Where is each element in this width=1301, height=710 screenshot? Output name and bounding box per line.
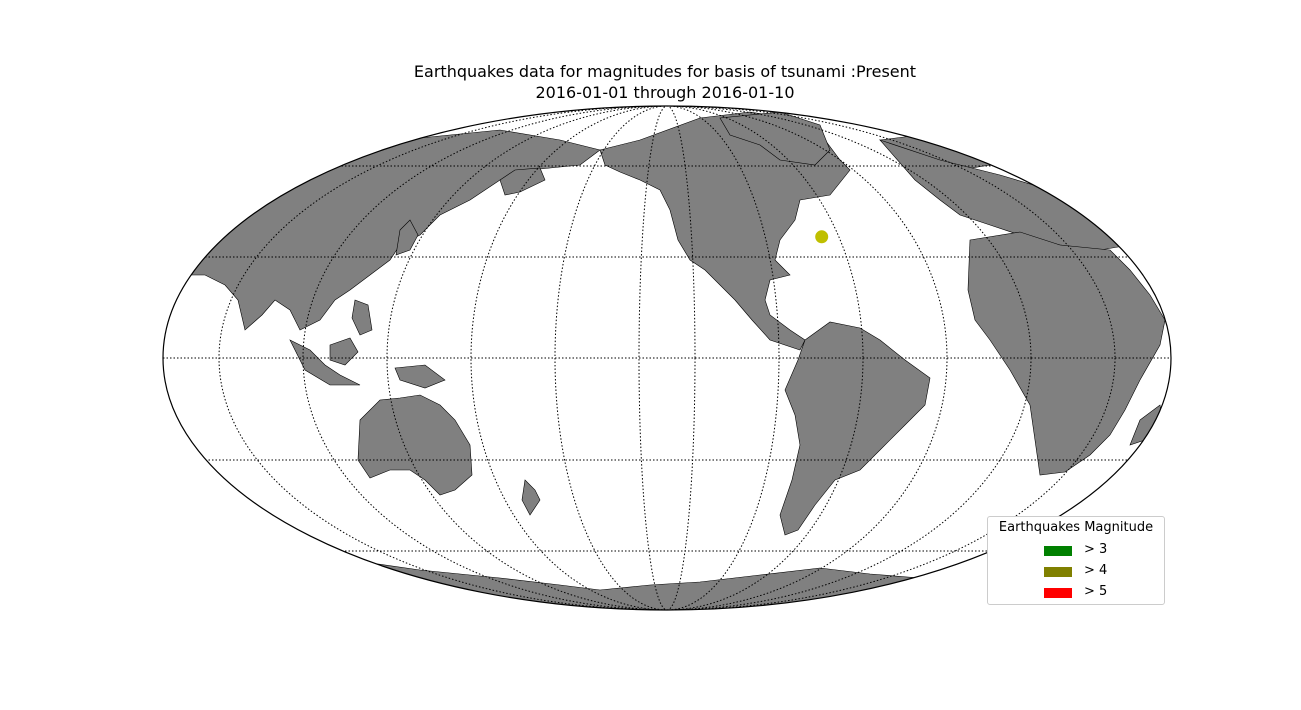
meridian-line xyxy=(638,106,696,610)
meridian-line xyxy=(470,106,864,610)
map-title-line1: Earthquakes data for magnitudes for basi… xyxy=(413,62,917,81)
land-philippines xyxy=(351,299,373,336)
map-outline xyxy=(162,105,1172,611)
land-japan xyxy=(395,219,419,256)
legend: Earthquakes Magnitude > 3 > 4 > 5 xyxy=(987,516,1165,605)
land-indonesia xyxy=(289,339,361,386)
land-kamchatka xyxy=(499,167,546,196)
earthquake-markers xyxy=(815,230,829,244)
land-australia xyxy=(357,394,473,496)
land-north-america xyxy=(599,111,851,351)
meridian-line xyxy=(218,106,1116,610)
land-new-guinea xyxy=(394,364,446,389)
land-borneo xyxy=(329,337,359,366)
legend-swatch-olive xyxy=(1044,567,1072,577)
meridian-line xyxy=(302,106,1032,610)
graticule xyxy=(163,106,1171,610)
land-africa xyxy=(967,231,1166,476)
legend-label: > 5 xyxy=(1084,584,1108,599)
legend-title: Earthquakes Magnitude xyxy=(998,520,1154,535)
map-title: Earthquakes data for magnitudes for basi… xyxy=(0,61,1301,103)
land-new-zealand xyxy=(521,479,541,516)
map-title-line2: 2016-01-01 through 2016-01-10 xyxy=(535,83,795,102)
legend-swatch-green xyxy=(1044,546,1072,556)
land-greenland xyxy=(719,111,831,166)
legend-swatch-red xyxy=(1044,588,1072,598)
legend-label: > 4 xyxy=(1084,563,1108,578)
legend-label: > 3 xyxy=(1084,542,1108,557)
landmasses xyxy=(163,111,1166,610)
meridian-line xyxy=(386,106,948,610)
earthquake-marker xyxy=(815,230,829,244)
meridian-line xyxy=(554,106,780,610)
